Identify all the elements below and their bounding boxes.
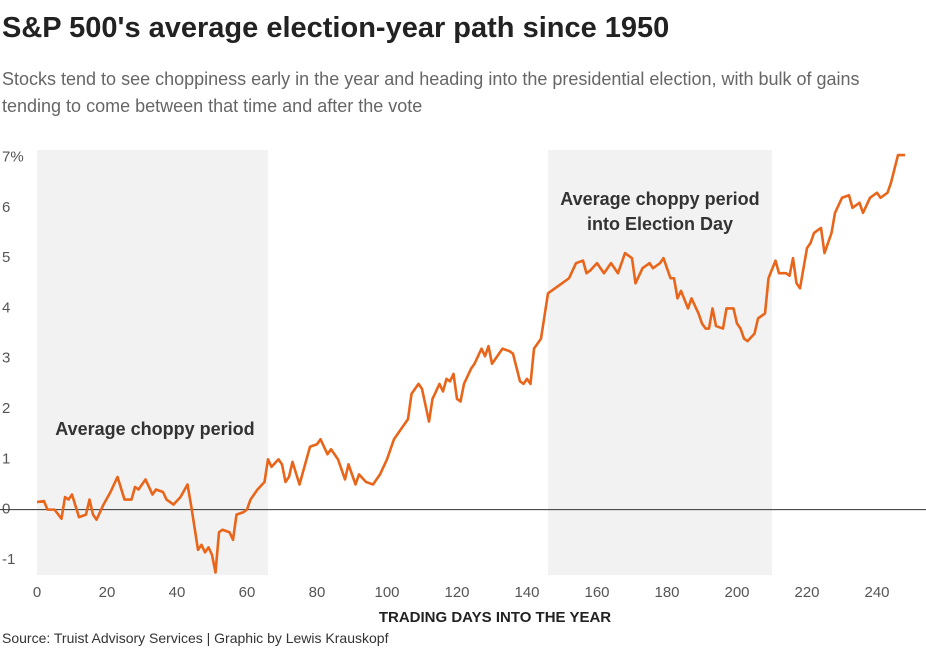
y-tick-label: 7% [2,149,24,166]
x-tick-label: 140 [514,584,539,601]
shaded-region [37,150,268,575]
x-tick-label: 100 [374,584,399,601]
x-tick-label: 40 [169,584,186,601]
annotation-line: Average choppy period [560,189,759,209]
y-tick-label: -1 [2,551,15,568]
annotation-line: Average choppy period [55,419,254,439]
chart-title: S&P 500's average election-year path sin… [2,12,670,44]
y-tick-label: 6 [2,199,10,216]
annotation: Average choppy period [55,419,254,439]
x-tick-label: 180 [654,584,679,601]
data-line [36,153,905,574]
x-tick-label: 240 [864,584,889,601]
x-axis-label: TRADING DAYS INTO THE YEAR [379,609,611,626]
x-tick-label: 80 [309,584,326,601]
y-tick-label: 5 [2,249,10,266]
chart-subtitle: Stocks tend to see choppiness early in t… [2,69,860,116]
annotation-line: into Election Day [587,214,733,234]
x-tick-label: 160 [584,584,609,601]
x-tick-label: 0 [33,584,41,601]
y-tick-label: 3 [2,350,10,367]
annotation: Average choppy period into Election Day [560,189,759,234]
source-note: Source: Truist Advisory Services | Graph… [2,630,389,646]
x-tick-label: 60 [239,584,256,601]
y-tick-label: 1 [2,450,10,467]
y-tick-label: 2 [2,400,10,417]
x-tick-label: 20 [99,584,116,601]
x-tick-label: 220 [794,584,819,601]
x-tick-label: 200 [724,584,749,601]
x-tick-label: 120 [444,584,469,601]
y-tick-label: 4 [2,299,10,316]
shaded-region [548,150,772,575]
y-tick-label: 0 [2,501,10,518]
